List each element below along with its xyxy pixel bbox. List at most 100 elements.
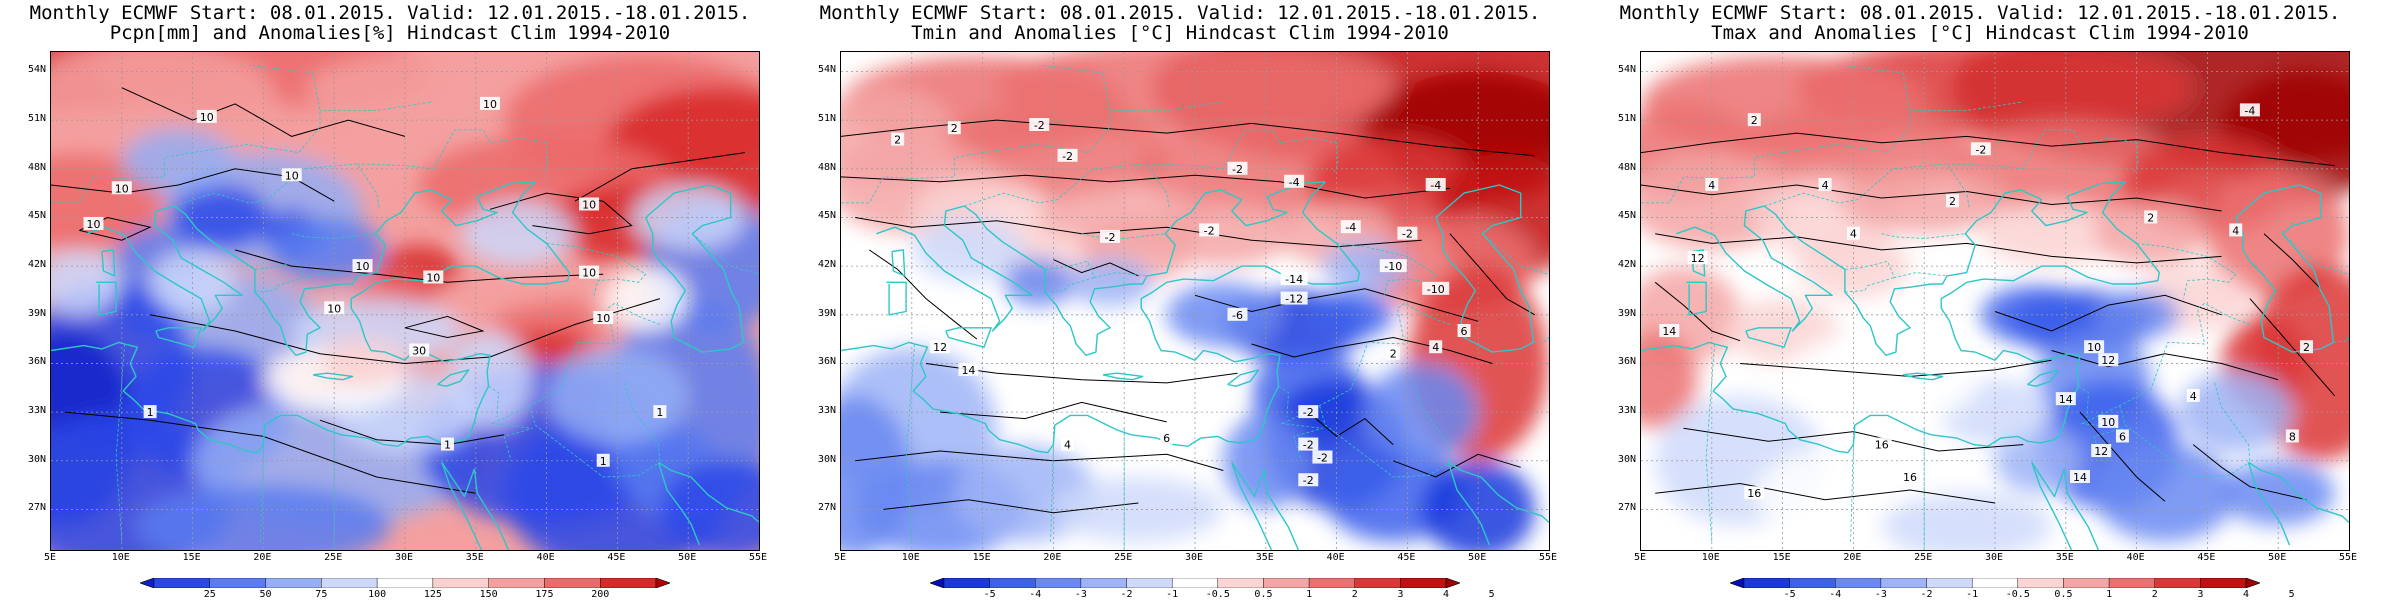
country-border <box>254 277 305 293</box>
anomaly-patch <box>1053 477 1224 542</box>
contour-label: -2 <box>1062 150 1073 163</box>
contour-line <box>1449 233 1536 316</box>
coastline <box>155 327 202 348</box>
tmin-colorbar <box>930 578 1460 588</box>
contour-label-bg <box>1425 178 1446 192</box>
colorbar-segment <box>1035 578 1082 588</box>
anomaly-patch <box>1223 412 1309 510</box>
country-border <box>1279 137 1339 173</box>
contour-label-bg <box>2229 223 2243 237</box>
coastline <box>657 462 701 546</box>
contour-label-bg <box>2300 340 2314 354</box>
contour-label: 8 <box>2289 430 2296 443</box>
longitude-label: 25E <box>1914 552 1933 563</box>
contour-label: 4 <box>1850 228 1857 241</box>
country-border <box>1281 423 1323 461</box>
contour-label-bg <box>930 340 951 354</box>
contour-line <box>1655 482 1996 504</box>
contour-label-bg <box>2055 392 2076 406</box>
coastline <box>891 249 906 277</box>
coastline <box>2247 462 2291 546</box>
contour-label-bg <box>1747 113 1761 127</box>
country-border <box>1319 405 1451 478</box>
colorbar-tick-label: 200 <box>591 589 610 600</box>
latitude-label: 33N <box>1617 405 1636 417</box>
longitude-label: 20E <box>1843 552 1862 563</box>
contour-label: -2 <box>1303 474 1314 487</box>
colorbar-left-arrow <box>930 578 945 588</box>
contour-line <box>1393 453 1521 478</box>
colorbar-segment <box>2154 578 2201 588</box>
contour-label: 10 <box>582 198 596 211</box>
contour-line <box>1307 411 1394 445</box>
contour-label: 1 <box>656 406 663 419</box>
contour-label-bg <box>2186 388 2200 402</box>
tmax-map: 2 4 4 -2 -4 2 4 2 4 12 10 14 12 14 16 16 16 14 10 12 6 4 8 2 <box>1640 51 2350 551</box>
contour-label-bg <box>1298 405 1319 419</box>
contour-label: -12 <box>1285 293 1303 306</box>
coastline <box>1902 372 1944 381</box>
contour-label-bg <box>1818 178 1832 192</box>
latitude-label: 48N <box>27 161 46 173</box>
coastline <box>1676 205 1833 332</box>
colorbar-segment <box>488 578 545 588</box>
anomaly-patch <box>1322 241 1408 291</box>
contour-label: -2 <box>1975 143 1986 156</box>
contour-label: 10 <box>2101 416 2115 429</box>
latitude-label: 42N <box>27 259 46 271</box>
latitude-label: 54N <box>27 64 46 76</box>
colorbar-tick-label: 0.5 <box>1254 589 1273 600</box>
contour-label-bg <box>324 301 345 315</box>
coastlines <box>51 107 759 550</box>
colorbar-tick-label: -2 <box>1920 589 1933 600</box>
longitude-label: 30E <box>1984 552 2004 563</box>
latitude-label: 45N <box>817 210 836 222</box>
contour-label: -2 <box>1105 231 1116 244</box>
longitude-label: 15E <box>1772 552 1791 563</box>
contour-label-bg <box>1946 194 1960 208</box>
country-border <box>1044 277 1095 293</box>
latitude-label: 33N <box>817 405 836 417</box>
country-border <box>1881 233 1966 239</box>
country-border <box>841 64 1111 204</box>
longitude-label: 25E <box>1114 552 1133 563</box>
contour-label: 1 <box>444 439 451 452</box>
tmax-colorbar <box>1730 578 2260 588</box>
country-border <box>1533 337 1549 343</box>
contour-label-bg <box>2239 103 2260 117</box>
coastline <box>841 181 1360 454</box>
coastline <box>1447 462 1491 546</box>
contour-label-bg <box>1280 291 1308 305</box>
contour-label: 16 <box>1875 439 1889 452</box>
contour-label: 12 <box>1691 252 1705 265</box>
coastline <box>1231 462 1266 498</box>
tmax-panel: Monthly ECMWF Start: 08.01.2015. Valid: … <box>1590 0 2370 600</box>
contour-label-bg <box>1871 437 1892 451</box>
anomaly-patch <box>51 249 122 315</box>
colorbar-tick-label: -1 <box>1966 589 1979 600</box>
contour-label-bg <box>1199 223 1220 237</box>
contour-label: 10 <box>200 111 214 124</box>
colorbar-tick-label: 175 <box>535 589 554 600</box>
longitude-label: 50E <box>2268 552 2287 563</box>
contour-label-bg <box>111 181 132 195</box>
colorbar-segment <box>2200 578 2247 588</box>
latitude-label: 51N <box>817 113 836 125</box>
contour-label-bg <box>579 265 600 279</box>
contour-label-bg <box>2144 210 2158 224</box>
contour-label-bg <box>196 109 217 123</box>
contour-label: 10 <box>115 182 129 195</box>
country-border <box>254 260 357 278</box>
panel-title: Monthly ECMWF Start: 08.01.2015. Valid: … <box>819 2 1541 24</box>
anomaly-patch <box>659 460 759 550</box>
colorbar-tick-label: 5 <box>1488 589 1495 600</box>
country-border <box>1414 382 1451 463</box>
country-border <box>964 163 1170 210</box>
contour-line <box>1654 281 1741 342</box>
contour-label-bg <box>958 362 979 376</box>
country-border <box>1844 260 1947 278</box>
colorbar-tick-label: 1 <box>1306 589 1313 600</box>
tmin-panel: Monthly ECMWF Start: 08.01.2015. Valid: … <box>790 0 1570 600</box>
contour-label: 2 <box>951 122 958 135</box>
contour-label: -10 <box>1384 260 1402 273</box>
